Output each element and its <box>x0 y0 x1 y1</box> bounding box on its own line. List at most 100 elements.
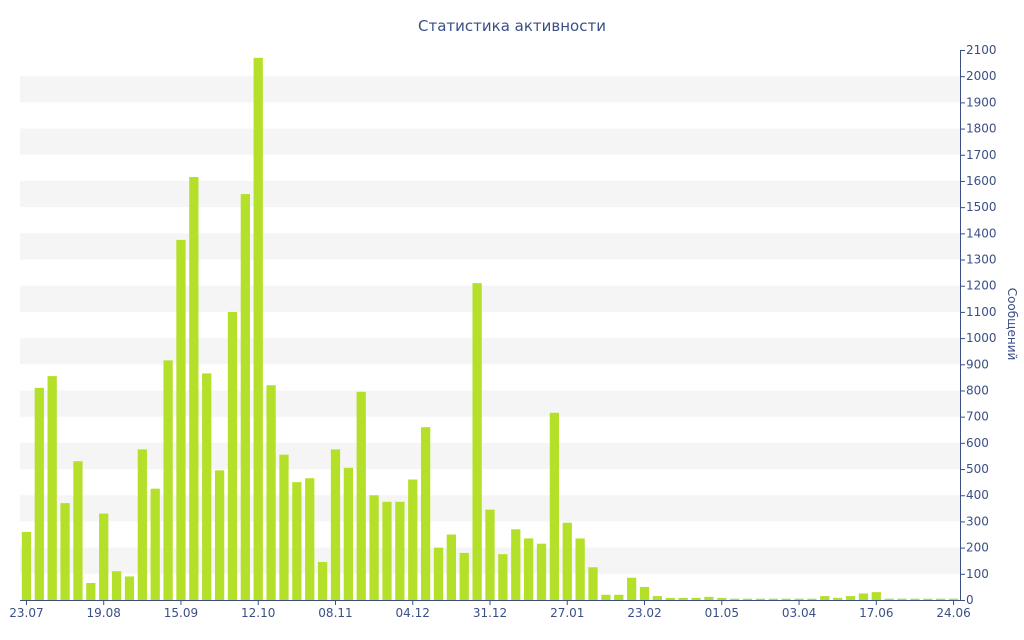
y-tick-label: 800 <box>966 383 989 397</box>
x-tick-label: 04.12 <box>396 606 430 620</box>
bar <box>266 385 276 600</box>
bar <box>86 582 96 600</box>
bar <box>678 597 688 600</box>
bar <box>99 513 109 600</box>
bar <box>395 501 405 600</box>
bar <box>923 598 933 600</box>
bars <box>21 57 959 601</box>
bar <box>897 598 907 600</box>
bar <box>459 552 469 600</box>
y-tick-label: 1800 <box>966 122 997 136</box>
x-tick-label: 31.12 <box>473 606 507 620</box>
y-tick-label: 100 <box>966 567 989 581</box>
bar <box>356 391 366 600</box>
y-axis-label: Сообщений <box>1005 288 1019 361</box>
y-tick-label: 1700 <box>966 148 997 162</box>
bar <box>536 543 547 600</box>
y-tick-label: 1300 <box>966 253 997 267</box>
bar <box>382 501 392 600</box>
y-tick-label: 200 <box>966 541 989 555</box>
bar <box>433 547 444 600</box>
bar <box>562 522 572 600</box>
bar <box>369 495 379 600</box>
y-tick-label: 600 <box>966 436 989 450</box>
bar <box>163 360 173 600</box>
bar <box>691 597 701 600</box>
x-tick-label: 23.02 <box>627 606 661 620</box>
bar <box>601 594 611 600</box>
bar <box>317 562 328 600</box>
x-tick-label: 17.06 <box>859 606 893 620</box>
bar <box>240 194 250 601</box>
bar <box>511 529 521 600</box>
bar <box>21 531 32 600</box>
bar <box>73 461 83 600</box>
grid-band <box>20 233 960 260</box>
bar <box>485 509 495 600</box>
y-tick-label: 1900 <box>966 95 997 109</box>
bar <box>871 592 881 600</box>
bar <box>253 57 263 601</box>
bar <box>768 598 778 600</box>
grid-band <box>20 128 960 155</box>
x-axis-ticks: 23.07 19.08 15.09 12.10 08.11 04.12 31.12 27.01… <box>9 600 971 620</box>
bar <box>47 376 57 600</box>
y-axis-ticks: 0 100 200 300 400 500 600 700 800 900 1000 1100 1200… <box>960 43 997 607</box>
x-tick-label: 03.04 <box>782 606 816 620</box>
bar <box>948 598 959 600</box>
grid-band <box>20 442 960 470</box>
y-tick-label: 500 <box>966 462 989 476</box>
bar <box>124 576 135 600</box>
bar <box>627 577 637 600</box>
bar <box>202 373 212 600</box>
grid-band <box>20 180 960 208</box>
y-tick-label: 1500 <box>966 200 997 214</box>
bar <box>845 596 856 600</box>
x-tick-label: 01.05 <box>705 606 739 620</box>
bar <box>652 596 663 600</box>
bar <box>330 449 341 600</box>
x-tick-label: 15.09 <box>164 606 198 620</box>
y-tick-label: 1200 <box>966 279 997 293</box>
bar <box>176 239 186 600</box>
y-tick-label: 900 <box>966 357 989 371</box>
bar <box>820 596 830 600</box>
y-tick-label: 1000 <box>966 331 997 345</box>
bar <box>704 596 714 600</box>
x-tick-label: 12.10 <box>241 606 275 620</box>
bar <box>111 571 122 600</box>
y-tick-label: 700 <box>966 410 989 424</box>
bar <box>292 482 302 600</box>
x-tick-label: 27.01 <box>550 606 584 620</box>
grid-band <box>20 390 960 417</box>
bar <box>833 597 843 600</box>
bar <box>858 593 869 600</box>
y-tick-label: 0 <box>966 593 974 607</box>
bar <box>614 594 624 600</box>
y-tick-label: 400 <box>966 488 989 502</box>
grid-band <box>20 285 960 312</box>
bar <box>665 597 675 600</box>
x-tick-label: 24.06 <box>936 606 970 620</box>
bar <box>755 598 766 600</box>
y-tick-label: 2100 <box>966 43 997 57</box>
grid-band <box>20 338 960 365</box>
bar <box>742 598 753 600</box>
bar <box>34 387 44 600</box>
bar <box>137 449 147 600</box>
bar <box>884 598 894 600</box>
y-tick-label: 1600 <box>966 174 997 188</box>
bar <box>343 467 353 600</box>
x-tick-label: 08.11 <box>318 606 352 620</box>
y-tick-label: 300 <box>966 514 989 528</box>
bar <box>498 554 508 600</box>
bar <box>910 598 920 600</box>
y-tick-label: 2000 <box>966 69 997 83</box>
bar <box>639 586 650 600</box>
bar <box>408 479 418 600</box>
bar <box>575 538 585 600</box>
grid-bands <box>20 76 960 574</box>
bar <box>189 177 199 600</box>
chart-title: Статистика активности <box>418 17 606 35</box>
